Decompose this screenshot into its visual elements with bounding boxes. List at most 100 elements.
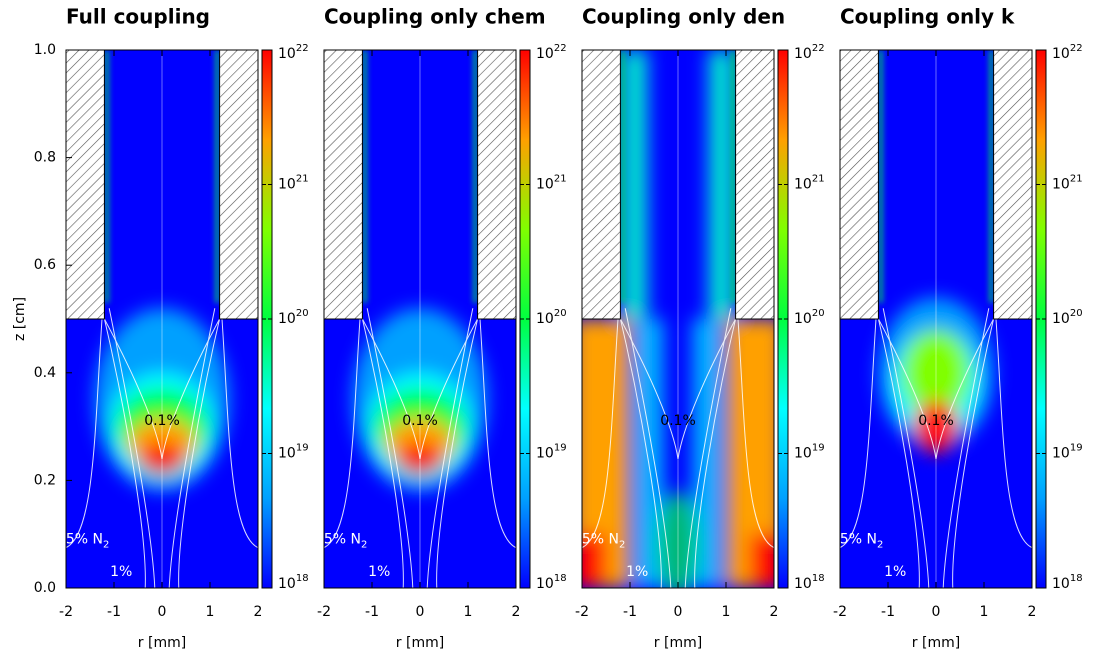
- colorbar-tick-base: 10: [794, 576, 812, 592]
- wall-line: [363, 50, 477, 303]
- contour: [694, 308, 739, 588]
- panel-title: Coupling only chem: [324, 5, 546, 29]
- x-tick-label: -1: [881, 604, 895, 620]
- contour: [161, 318, 221, 459]
- annotation: 5% N2: [582, 532, 626, 551]
- colorbar-tick-exp: 19: [296, 443, 309, 454]
- colorbar-tick-exp: 18: [812, 573, 825, 584]
- x-tick-label: 1: [980, 604, 989, 620]
- colorbar-tick-exp: 21: [296, 174, 309, 185]
- annotation: 0.1%: [144, 413, 180, 429]
- x-tick-label: -2: [833, 604, 847, 620]
- annotation: 5% N2: [840, 532, 884, 551]
- colorbar-tick-base: 10: [278, 311, 296, 327]
- colorbar-tick-label: 1019: [1052, 443, 1083, 462]
- nozzle-wall: [219, 49, 259, 320]
- field-blur: [582, 50, 774, 588]
- colorbar-tick-exp: 20: [1070, 308, 1083, 319]
- x-axis-label: r [mm]: [396, 635, 444, 651]
- contour: [840, 318, 877, 549]
- annotation: 1%: [110, 564, 132, 580]
- contour: [426, 308, 474, 588]
- x-tick-label: 2: [254, 604, 263, 620]
- annotation-text: 5% N: [582, 532, 619, 548]
- annotation-text: 0.1%: [402, 413, 438, 429]
- nozzle-wall: [735, 49, 775, 320]
- contour: [324, 318, 361, 549]
- colorbar-tick-base: 10: [536, 177, 554, 193]
- contour: [619, 318, 679, 459]
- contours: [324, 308, 516, 588]
- x-tick-label: 0: [158, 604, 167, 620]
- colorbar-tick-label: 1021: [794, 174, 825, 193]
- contour: [952, 308, 997, 588]
- annotation-text: 1%: [884, 564, 906, 580]
- contour: [995, 318, 1032, 549]
- x-axis-label: r [mm]: [138, 635, 186, 651]
- colorbar-tick-exp: 19: [812, 443, 825, 454]
- annotation: 0.1%: [660, 413, 696, 429]
- annotation: 0.1%: [402, 413, 438, 429]
- colorbar-tick-label: 1018: [794, 573, 825, 592]
- contour: [882, 308, 930, 588]
- x-tick-label: -2: [59, 604, 73, 620]
- wall-line: [621, 50, 735, 303]
- colorbar-tick-label: 1022: [278, 43, 309, 62]
- colorbar-tick-exp: 21: [1070, 174, 1083, 185]
- annotation: 1%: [368, 564, 390, 580]
- x-tick-label: -2: [317, 604, 331, 620]
- colorbar-tick-base: 10: [1052, 576, 1070, 592]
- contour: [66, 318, 103, 549]
- x-tick-label: -1: [107, 604, 121, 620]
- colorbar-tick-exp: 18: [554, 573, 567, 584]
- colorbar-tick-base: 10: [278, 576, 296, 592]
- contours: [66, 308, 258, 588]
- colorbar-tick-base: 10: [536, 446, 554, 462]
- colorbar-tick-exp: 22: [1070, 43, 1083, 54]
- colorbar-tick-label: 1022: [536, 43, 567, 62]
- colorbar-tick-label: 1021: [278, 174, 309, 193]
- colorbar-tick-base: 10: [794, 46, 812, 62]
- colorbar-tick-label: 1019: [278, 443, 309, 462]
- colorbar-tick-base: 10: [278, 46, 296, 62]
- contour: [479, 318, 516, 549]
- y-tick-label: 0.4: [34, 365, 56, 381]
- colorbar-tick-exp: 21: [812, 174, 825, 185]
- colorbar-tick-exp: 20: [554, 308, 567, 319]
- x-tick-label: 1: [206, 604, 215, 620]
- colorbar-tick-label: 1020: [278, 308, 309, 327]
- colorbar-tick-base: 10: [1052, 46, 1070, 62]
- x-axis-label: r [mm]: [912, 635, 960, 651]
- nozzle-wall: [477, 49, 517, 320]
- x-tick-label: 2: [512, 604, 521, 620]
- contour: [108, 308, 156, 588]
- colorbar-tick-label: 1021: [536, 174, 567, 193]
- annotation: 0.1%: [918, 413, 954, 429]
- x-tick-label: -1: [623, 604, 637, 620]
- panel-title: Coupling only k: [840, 5, 1015, 29]
- y-tick-label: 1.0: [34, 42, 56, 58]
- x-tick-label: -1: [365, 604, 379, 620]
- x-axis-label: r [mm]: [654, 635, 702, 651]
- x-tick-label: 1: [722, 604, 731, 620]
- contour: [436, 308, 481, 588]
- field-region: [620, 50, 650, 319]
- nozzle-wall: [581, 49, 621, 320]
- annotation: 5% N2: [66, 532, 110, 551]
- colorbar-tick-exp: 22: [554, 43, 567, 54]
- colorbar-tick-base: 10: [1052, 446, 1070, 462]
- colorbar-tick-base: 10: [278, 177, 296, 193]
- colorbar-tick-exp: 22: [812, 43, 825, 54]
- annotation-sub: 2: [361, 540, 367, 551]
- annotation: 5% N2: [324, 532, 368, 551]
- nozzle-wall: [323, 49, 363, 320]
- colorbar-tick-base: 10: [536, 576, 554, 592]
- colorbar-tick-label: 1019: [536, 443, 567, 462]
- contour: [168, 308, 216, 588]
- x-tick-label: 0: [932, 604, 941, 620]
- y-tick-label: 0.8: [34, 150, 56, 166]
- contour: [935, 318, 995, 459]
- panel-title: Full coupling: [66, 5, 210, 29]
- y-tick-label: 0.2: [34, 472, 56, 488]
- contour: [877, 318, 937, 459]
